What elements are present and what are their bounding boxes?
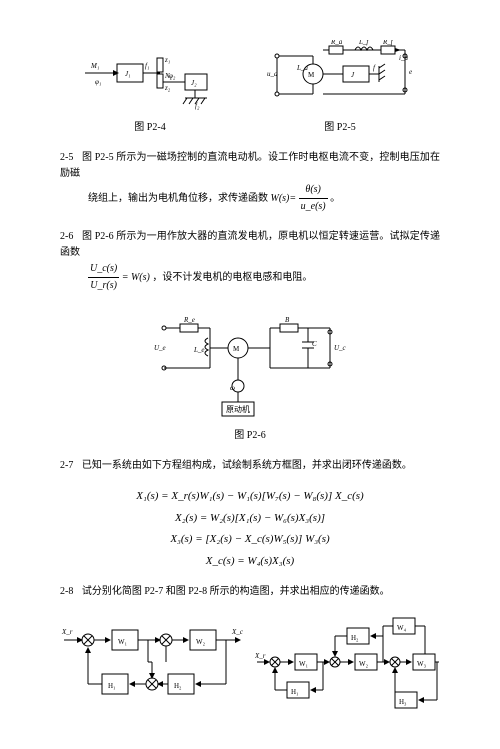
figure-p2-5: u_a M L_a R_a L_f R_f i_a e	[265, 40, 415, 136]
svg-text:H₁: H₁	[291, 688, 299, 696]
svg-text:W₄: W₄	[397, 624, 407, 632]
svg-text:R_f: R_f	[382, 40, 394, 46]
problem-2-6-text-a: 图 P2-6 所示为一用作放大器的直流发电机，原电机以恒定转速运营。试拟定传递函…	[60, 231, 440, 258]
figure-p2-6: R_e L_e U_e M ω 原动机 B C U_c	[60, 308, 440, 444]
svg-text:X_c: X_c	[231, 628, 244, 636]
eq2: X₂(s) = W₂(s)[X₁(s) − W₆(s)X₃(s)]	[60, 510, 440, 528]
problem-2-6-num: 2-6	[60, 231, 73, 242]
svg-text:z₁: z₁	[164, 56, 170, 64]
svg-text:f: f	[373, 64, 376, 72]
eq4: X_c(s) = W₄(s)X₃(s)	[60, 553, 440, 571]
svg-text:W₂: W₂	[359, 660, 369, 668]
svg-text:W₁: W₁	[299, 660, 308, 668]
fig-p24-caption: 图 P2-4	[85, 120, 215, 136]
problem-2-7-num: 2-7	[60, 460, 73, 471]
svg-text:H₂: H₂	[174, 682, 182, 690]
svg-text:W₁: W₁	[118, 638, 127, 646]
fraction-theta-ue: θ(s)u_e(s)	[299, 182, 328, 215]
svg-text:u_a: u_a	[267, 70, 278, 78]
svg-text:H₃: H₃	[399, 698, 407, 706]
svg-text:φ₁: φ₁	[95, 78, 101, 86]
svg-text:J: J	[351, 71, 355, 79]
problem-2-5-text-a: 图 P2-5 所示为一磁场控制的直流电动机。设工作时电枢电流不变，控制电压加在励…	[60, 152, 440, 179]
svg-text:f₁: f₁	[145, 62, 149, 70]
svg-text:C: C	[312, 340, 317, 348]
svg-text:R_e: R_e	[183, 316, 195, 324]
svg-text:M: M	[308, 71, 315, 79]
problem-2-7: 2-7 已知一系统由如下方程组构成，试绘制系统方框图，并求出闭环传递函数。	[60, 458, 440, 474]
fig-p25-caption: 图 P2-5	[265, 120, 415, 136]
svg-text:U_e: U_e	[154, 344, 166, 352]
svg-text:原动机: 原动机	[226, 404, 250, 414]
svg-text:W₂: W₂	[196, 638, 206, 646]
fig-p24-svg: M₁ φ₁ J₁ f₁ z₁ N₂ z₂ φ₂ J₂ f₂	[85, 40, 215, 110]
svg-text:J₁: J₁	[125, 70, 131, 78]
problem-2-5: 2-5 图 P2-5 所示为一磁场控制的直流电动机。设工作时电枢电流不变，控制电…	[60, 150, 440, 215]
svg-text:J₂: J₂	[191, 79, 197, 87]
svg-text:B: B	[285, 316, 290, 324]
problem-2-6-text-b: ，设不计发电机的电枢电感和电阻。	[152, 272, 312, 283]
fig-p26-svg: R_e L_e U_e M ω 原动机 B C U_c	[150, 308, 350, 418]
problem-2-8-num: 2-8	[60, 586, 73, 597]
svg-text:φ₂: φ₂	[169, 72, 176, 80]
svg-text:L_f: L_f	[358, 40, 369, 46]
problem-2-5-text-b: 绕组上，输出为电机角位移，求传递函数	[88, 193, 271, 204]
problem-2-6: 2-6 图 P2-6 所示为一用作放大器的直流发电机，原电机以恒定转速运营。试拟…	[60, 229, 440, 294]
svg-text:R_a: R_a	[330, 40, 343, 46]
svg-text:M₁: M₁	[90, 62, 99, 70]
svg-text:f₂: f₂	[195, 102, 200, 110]
figure-p2-4: M₁ φ₁ J₁ f₁ z₁ N₂ z₂ φ₂ J₂ f₂ 图 P2-4	[85, 40, 215, 136]
problem-2-5-formula: W(s)=	[271, 193, 297, 204]
svg-text:W₃: W₃	[417, 660, 427, 668]
fraction-uc-ur: U_c(s)U_r(s)	[88, 261, 119, 294]
svg-text:L_a: L_a	[296, 64, 308, 72]
svg-text:e: e	[409, 68, 412, 76]
eq-w: = W(s)	[122, 272, 150, 283]
svg-text:X_r: X_r	[61, 628, 73, 636]
fig-p26-caption: 图 P2-6	[60, 428, 440, 444]
svg-text:L_e: L_e	[193, 346, 205, 354]
svg-text:X_r: X_r	[255, 652, 266, 660]
svg-text:ω: ω	[230, 384, 235, 392]
eq1: X₁(s) = X_r(s)W₁(s) − W₁(s)[W₇(s) − W₈(s…	[60, 488, 440, 506]
block-diagram-row: X_r W₁ W₂ X_c H₂ H₁ X_r	[60, 614, 440, 709]
problem-2-8: 2-8 试分别化简图 P2-7 和图 P2-8 所示的构造图，并求出相应的传递函…	[60, 584, 440, 600]
svg-text:H₁: H₁	[108, 682, 116, 690]
diagram-p2-7: X_r W₁ W₂ X_c H₂ H₁	[60, 614, 245, 709]
eq3: X₃(s) = [X₂(s) − X_c(s)W₅(s)] W₃(s)	[60, 531, 440, 549]
problem-2-5-num: 2-5	[60, 152, 73, 163]
svg-text:H₂: H₂	[351, 634, 359, 642]
fig-p25-svg: u_a M L_a R_a L_f R_f i_a e	[265, 40, 415, 110]
diagram-p2-8: X_r W₁ W₂ W₃ H₂ W₄	[255, 614, 440, 709]
svg-text:z₂: z₂	[164, 84, 171, 92]
svg-text:U_c: U_c	[334, 344, 347, 352]
period-1: 。	[330, 193, 340, 204]
problem-2-7-text: 已知一系统由如下方程组构成，试绘制系统方框图，并求出闭环传递函数。	[82, 460, 412, 471]
svg-text:M: M	[233, 345, 240, 353]
problem-2-8-text: 试分别化简图 P2-7 和图 P2-8 所示的构造图，并求出相应的传递函数。	[82, 586, 390, 597]
figure-row: M₁ φ₁ J₁ f₁ z₁ N₂ z₂ φ₂ J₂ f₂ 图 P2-4	[60, 40, 440, 136]
